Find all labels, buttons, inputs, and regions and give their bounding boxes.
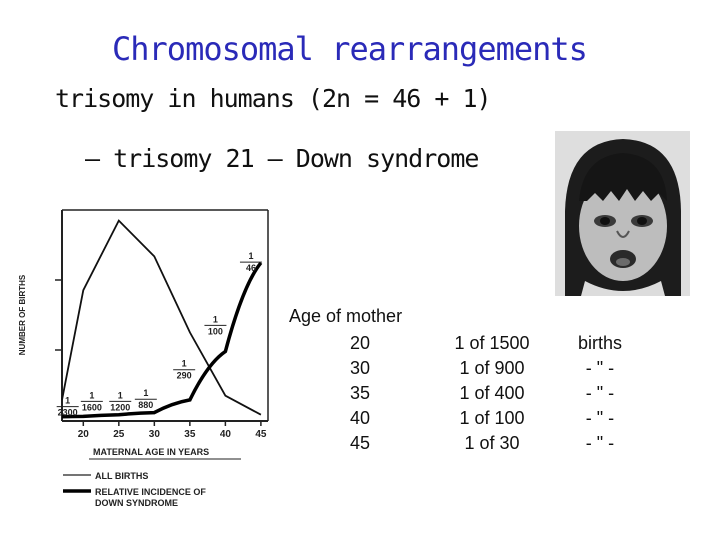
- incidence-denominator: 880: [138, 400, 153, 410]
- down-syndrome-chart: NUMBER OF BIRTHS 20 25 30 35 40 45 MATERNAL A…: [5, 183, 280, 538]
- x-tick-label: 25: [113, 429, 125, 440]
- x-axis-label: MATERNAL AGE IN YEARS: [93, 447, 209, 457]
- plot-frame: [55, 209, 269, 422]
- legend-relative-incidence-line1: RELATIVE INCIDENCE OF: [95, 487, 206, 497]
- unit-cell: - " -: [585, 408, 615, 428]
- incidence-numerator: 1: [89, 390, 94, 400]
- unit-cell: births: [577, 333, 622, 353]
- incidence-numerator: 1: [213, 314, 218, 324]
- slide-bullet: – trisomy 21 – Down syndrome: [85, 144, 479, 173]
- legend-all-births: ALL BIRTHS: [95, 471, 148, 481]
- incidence-denominator: 1600: [82, 402, 102, 412]
- incidence-denominator: 1200: [110, 402, 130, 412]
- unit-column: births - " - - " - - " - - " -: [565, 331, 635, 456]
- incidence-label: 1 1200: [109, 390, 132, 412]
- incidence-denominator: 2300: [58, 408, 78, 418]
- incidence-denominator: 290: [177, 371, 192, 381]
- x-tick-label: 35: [184, 429, 196, 440]
- rate-cell: 1 of 100: [459, 408, 525, 428]
- incidence-numerator: 1: [143, 388, 148, 398]
- legend-relative-incidence-line2: DOWN SYNDROME: [95, 498, 178, 508]
- age-column: 20 30 35 40 45: [300, 331, 370, 456]
- incidence-numerator: 1: [248, 251, 253, 261]
- slide-subtitle: trisomy in humans (2n = 46 + 1): [55, 84, 492, 113]
- age-cell: 40: [349, 408, 370, 428]
- rate-cell: 1 of 30: [464, 433, 520, 453]
- down-syndrome-incidence-line: [61, 261, 263, 419]
- rate-cell: 1 of 400: [459, 383, 525, 403]
- rate-column: 1 of 1500 1 of 900 1 of 400 1 of 100 1 o…: [437, 331, 547, 456]
- incidence-label: 1 1600: [80, 390, 103, 412]
- all-births-line: [61, 219, 262, 416]
- legend: ALL BIRTHS RELATIVE INCIDENCE OF DOWN SY…: [63, 471, 206, 508]
- rate-cell: 1 of 900: [459, 358, 525, 378]
- age-cell: 30: [349, 358, 370, 378]
- x-tick-label: 30: [149, 429, 161, 440]
- age-cell: 35: [349, 383, 370, 403]
- slide-title: Chromosomal rearrangements: [112, 30, 588, 68]
- rate-cell: 1 of 1500: [454, 333, 530, 353]
- incidence-numerator: 1: [65, 396, 70, 406]
- x-tick-label: 20: [78, 429, 90, 440]
- incidence-numerator: 1: [182, 359, 187, 369]
- incidence-label: 1 2300: [56, 396, 79, 418]
- incidence-denominator: 46: [246, 263, 256, 273]
- child-photo: [555, 131, 690, 296]
- age-cell: 20: [349, 333, 370, 353]
- x-tick-label: 45: [255, 429, 267, 440]
- incidence-denominator: 100: [208, 326, 223, 336]
- incidence-numerator: 1: [118, 390, 123, 400]
- table-header: Age of mother: [289, 306, 403, 326]
- age-cell: 45: [349, 433, 370, 453]
- x-tick-label: 40: [220, 429, 232, 440]
- y-axis-label: NUMBER OF BIRTHS: [18, 274, 27, 355]
- unit-cell: - " -: [585, 433, 615, 453]
- incidence-label: 146: [239, 251, 262, 273]
- unit-cell: - " -: [585, 383, 615, 403]
- unit-cell: - " -: [585, 358, 615, 378]
